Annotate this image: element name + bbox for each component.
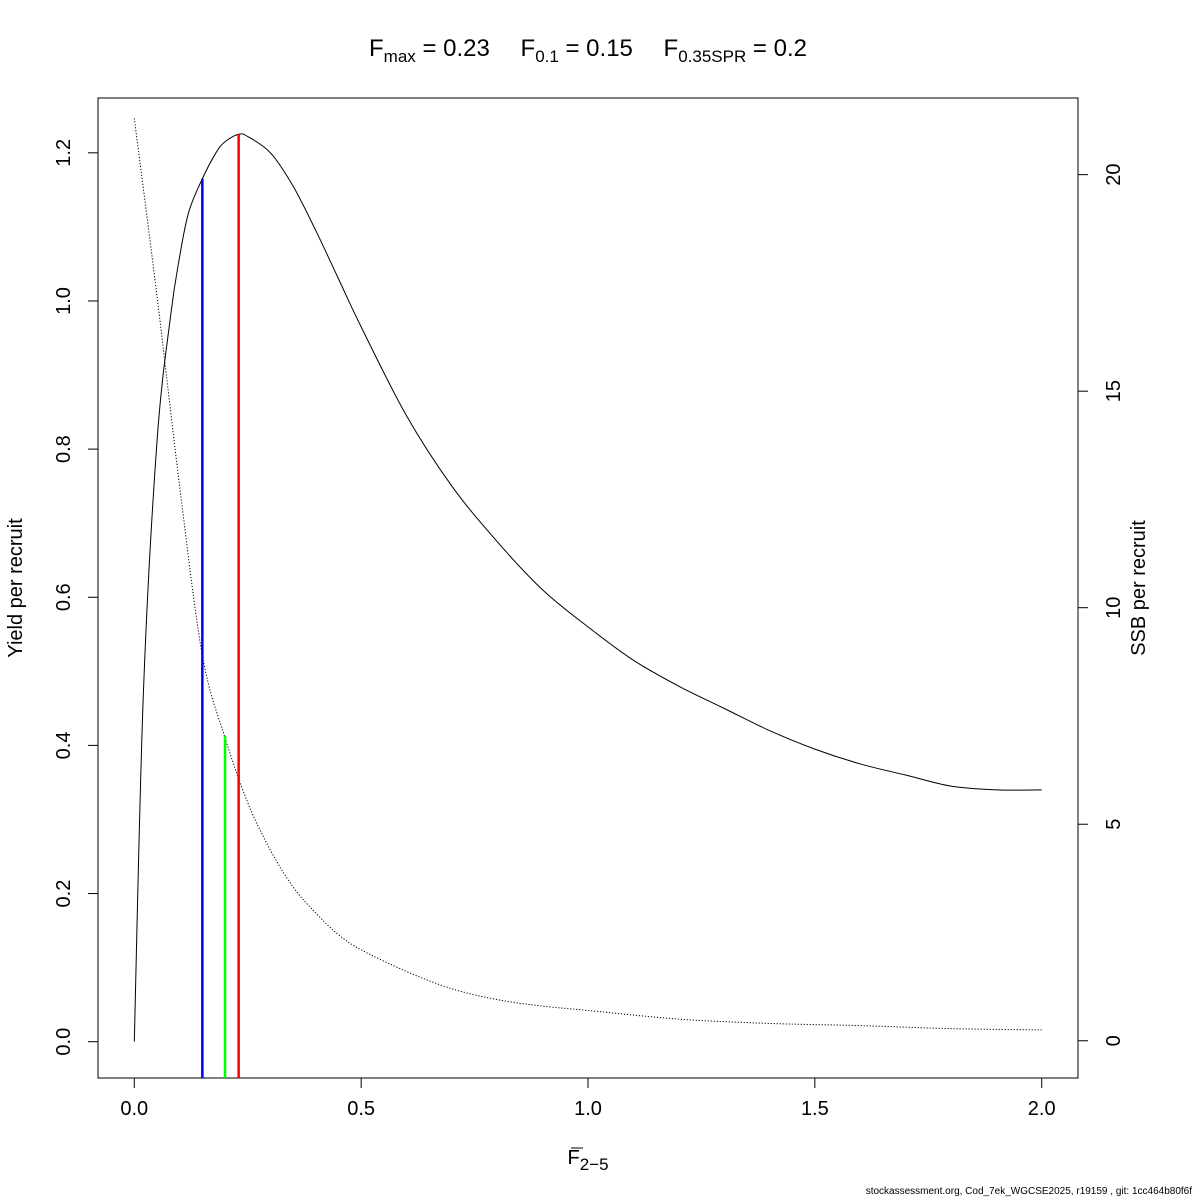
y-right-axis-title: SSB per recruit [1128,520,1150,656]
series-group [133,118,1042,1042]
title-value: = 0.15 [559,35,633,62]
y-left-axis: 0.0 0.2 0.4 0.6 0.8 1.0 1.2 [53,139,99,1056]
x-tick-label: 1.0 [574,1098,602,1120]
title-symbol: F [633,35,678,62]
y-left-tick-label: 0.2 [53,880,75,908]
y-right-axis: 0 5 10 15 20 [1077,164,1125,1046]
title-symbol: F [369,35,384,62]
x-tick-label: 1.5 [801,1098,829,1120]
y-left-tick-label: 0.6 [53,583,75,611]
title-symbol: F [490,35,535,62]
y-left-tick-label: 0.4 [53,732,75,760]
y-right-tick-label: 15 [1103,380,1125,402]
reference-lines [201,134,240,1078]
title-subscript: max [384,47,417,66]
title-subscript: 0.1 [535,47,559,66]
y-left-tick-label: 0.0 [53,1028,75,1056]
x-axis-title: F2−5 [567,1147,608,1174]
footer-credit: stockassessment.org, Cod_7ek_WGCSE2025, … [865,1186,1192,1197]
y-right-tick-label: 20 [1103,164,1125,186]
x-axis-title-text: F2−5 [567,1147,608,1174]
x-axis-title-symbol: F [567,1147,579,1169]
y-right-tick-label: 10 [1103,597,1125,619]
x-axis: 0.0 0.5 1.0 1.5 2.0 [120,1077,1056,1120]
yield-per-recruit-curve [133,133,1042,1042]
y-left-tick-label: 0.8 [53,435,75,463]
y-left-tick-label: 1.2 [53,139,75,167]
x-tick-label: 0.0 [120,1098,148,1120]
y-left-axis-title: Yield per recruit [5,518,27,658]
title-value: = 0.23 [416,35,490,62]
y-left-tick-label: 1.0 [53,287,75,315]
chart-title: Fmax = 0.23 F0.1 = 0.15 F0.35SPR = 0.2 [369,35,807,66]
chart-title-text: Fmax = 0.23 F0.1 = 0.15 F0.35SPR = 0.2 [369,35,807,66]
plot-frame [97,97,1079,1079]
title-subscript: 0.35SPR [678,47,746,66]
x-tick-label: 2.0 [1028,1098,1056,1120]
x-axis-title-subscript: 2−5 [580,1155,609,1174]
y-right-tick-label: 0 [1103,1035,1125,1046]
ssb-per-recruit-curve [133,118,1042,1031]
x-tick-label: 0.5 [347,1098,375,1120]
y-right-tick-label: 5 [1103,819,1125,830]
title-value: = 0.2 [746,35,807,62]
